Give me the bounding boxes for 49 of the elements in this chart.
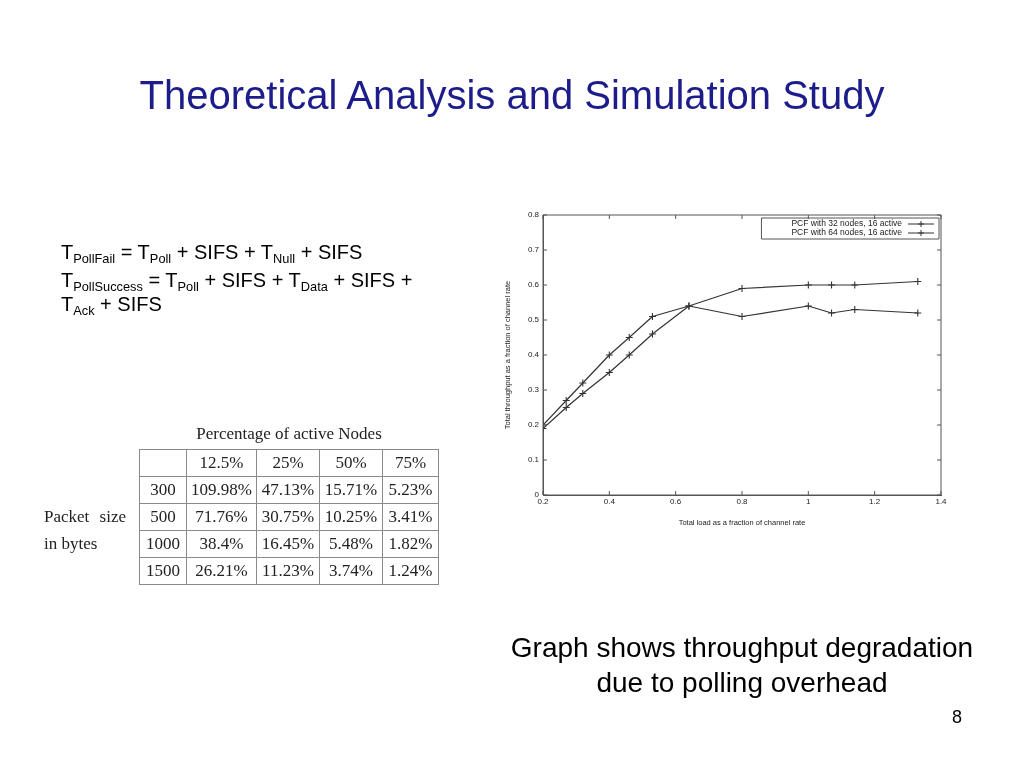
text: 1.24%	[388, 561, 433, 580]
text: Packet size in bytes	[44, 506, 126, 555]
y-tick-label: 0.3	[527, 385, 540, 395]
text: Theoretical Analysis and Simulation Study	[138, 72, 886, 119]
legend-label: PCF with 32 nodes, 16 active	[791, 218, 903, 229]
y-tick-label: 0.8	[527, 210, 540, 220]
text: 47.13%	[261, 480, 315, 499]
y-tick-label: 0.5	[527, 315, 540, 325]
x-tick-label: 1	[806, 497, 812, 506]
text: Percentage of active Nodes	[195, 423, 383, 445]
text: T$_{PollFail}$ = T$_{Poll}$ + SIFS + T$_{Null}$ + SIFS	[61, 240, 364, 267]
category-label: 300	[150, 480, 176, 499]
category-label: 75%	[382, 449, 439, 477]
text: 16.45%	[261, 534, 315, 553]
text: 15.71%	[324, 480, 378, 499]
x-tick-label: 0.8	[736, 497, 749, 506]
text: 38.4%	[199, 534, 244, 553]
x-tick-label: 0.4	[603, 497, 616, 506]
legend-label: PCF with 64 nodes, 16 active	[791, 227, 903, 238]
x-tick-label: 1.4	[935, 497, 948, 506]
category-label: 500	[150, 507, 176, 526]
text: Graph shows throughput degradation due to polling overhead	[509, 631, 975, 700]
text: 5.23%	[388, 480, 433, 499]
text: 3.74%	[329, 561, 373, 580]
x-tick-label: 0.6	[670, 497, 682, 506]
text: 11.23%	[262, 561, 314, 580]
text: T$_{PollSuccess}$ = T$_{Poll}$ + SIFS + T$_{Data}$ + SIFS + T$_{Ack}$ + SIFS	[61, 269, 413, 319]
y-tick-label: 0.6	[527, 280, 540, 290]
category-label: 12.5%	[186, 449, 257, 477]
y-tick-label: 0.7	[527, 245, 540, 255]
text: 71.76%	[195, 507, 248, 526]
category-label: 1000	[146, 534, 180, 553]
text: 8	[951, 706, 962, 728]
y-tick-label: 0.4	[527, 350, 540, 360]
text: 3.41%	[388, 507, 433, 526]
x-tick-label: 1.2	[869, 497, 881, 506]
text: 1.82%	[388, 534, 433, 553]
text: 30.75%	[261, 507, 315, 526]
y-tick-label: 0	[534, 490, 540, 500]
y-tick-label: 0.2	[527, 420, 540, 430]
text: 10.25%	[324, 507, 378, 526]
y-tick-label: 0.1	[527, 455, 540, 465]
x-tick-label: 0.2	[537, 497, 550, 506]
text: 109.98%	[191, 480, 252, 499]
category-label: 50%	[319, 449, 383, 477]
category-label: 25%	[256, 449, 320, 477]
text: 5.48%	[329, 534, 373, 553]
text: 26.21%	[195, 561, 248, 580]
category-label: 1500	[146, 561, 180, 580]
